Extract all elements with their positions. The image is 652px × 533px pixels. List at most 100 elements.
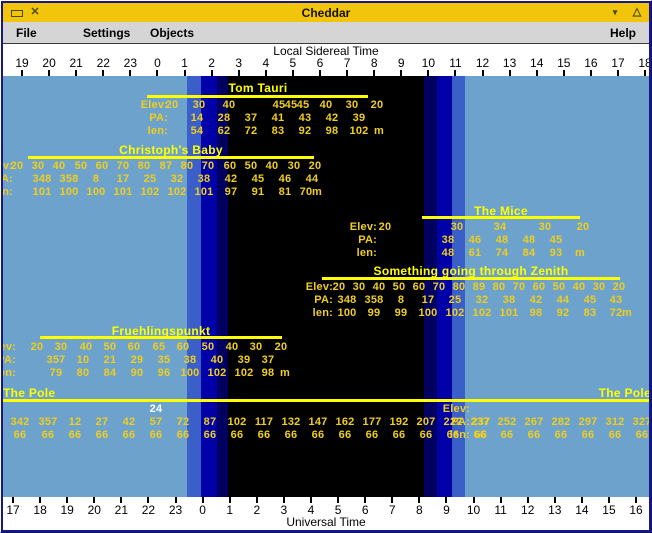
lst-tick-label: 17 (611, 56, 625, 70)
data-value: 80 (137, 160, 151, 172)
data-value: 80 (76, 367, 90, 379)
lst-tick-label: 0 (154, 56, 161, 70)
data-value: 66 (635, 429, 649, 441)
data-value: 66 (581, 429, 595, 441)
window-menu-icon[interactable] (11, 10, 23, 17)
data-value: 17 (421, 294, 435, 306)
shade-icon[interactable]: ▾ (612, 7, 618, 17)
data-value: 132 (281, 416, 301, 428)
data-value: 83 (271, 125, 285, 137)
menu-settings[interactable]: Settings (83, 26, 131, 40)
lst-tick-label: 8 (370, 56, 378, 70)
data-value: 14 (190, 112, 204, 124)
data-value: 50 (244, 160, 258, 172)
data-value: 66 (13, 429, 27, 441)
lst-tick-label: 10 (421, 56, 436, 70)
data-value: 207 (416, 416, 436, 428)
close-x-icon[interactable]: ✕ (30, 6, 40, 18)
data-value: 70 (512, 281, 526, 293)
data-value: 38 (183, 354, 197, 366)
data-value: m (312, 186, 322, 198)
lst-tick-label: 20 (42, 56, 56, 70)
data-value: 312 (605, 416, 625, 428)
lst-tick-label: 9 (397, 56, 405, 70)
data-value: 74 (495, 247, 509, 259)
data-value: 30 (31, 160, 45, 172)
data-value: 72 (244, 125, 258, 137)
data-value: 46 (468, 234, 482, 246)
data-value: 45 (549, 234, 563, 246)
menu-objects[interactable]: Objects (150, 26, 195, 40)
row-label: len: (312, 307, 333, 319)
data-value: 66 (68, 429, 82, 441)
ut-tick-mark (472, 497, 475, 503)
data-value: 30 (192, 99, 206, 111)
row-label: PA: (451, 416, 470, 428)
lst-tick-mark (102, 70, 105, 76)
titlebar[interactable]: ✕ Cheddar ▾ △ (3, 3, 649, 22)
maximize-icon[interactable]: △ (632, 6, 642, 18)
data-value: 93 (549, 247, 563, 259)
data-value: 98 (325, 125, 339, 137)
data-value: 38 (502, 294, 516, 306)
data-value: 66 (365, 429, 379, 441)
data-value: 66 (500, 429, 514, 441)
data-value: 66 (392, 429, 406, 441)
row-label: len: (0, 186, 13, 198)
ut-tick-mark (120, 497, 123, 503)
data-value: 100 (418, 307, 438, 319)
data-value: 42 (122, 416, 136, 428)
data-value: 267 (524, 416, 544, 428)
data-value: 99 (394, 307, 408, 319)
data-value: 20 (308, 160, 322, 172)
object-title: Something going through Zenith (373, 264, 569, 278)
data-value: 48 (495, 234, 509, 246)
data-value: 87 (203, 416, 217, 428)
data-value: 8 (92, 173, 100, 185)
data-value: 327 (632, 416, 652, 428)
data-value: 66 (257, 429, 271, 441)
ut-tick-label: 1 (226, 503, 234, 517)
data-value: 83 (583, 307, 597, 319)
object-title: The Mice (474, 204, 528, 218)
menu-help[interactable]: Help (609, 26, 636, 40)
row-label: len: (449, 429, 470, 441)
data-value: 60 (176, 341, 190, 353)
data-value: 60 (223, 160, 237, 172)
data-value: 20 (274, 341, 288, 353)
data-value: 102 (167, 186, 187, 198)
data-value: 66 (41, 429, 55, 441)
ut-tick-mark (309, 497, 312, 503)
data-value: 45 (272, 99, 286, 111)
menu-file[interactable]: File (16, 26, 37, 40)
row-label: Elev: (305, 281, 333, 293)
data-value: 357 (46, 354, 66, 366)
ut-tick-label: 21 (114, 503, 129, 517)
data-value: 32 (170, 173, 184, 185)
data-value: 70 (432, 281, 446, 293)
data-value: 90 (130, 367, 144, 379)
lst-tick-mark (481, 70, 484, 76)
data-value: 45 (583, 294, 597, 306)
data-value: 27 (95, 416, 109, 428)
data-value: 17 (116, 173, 130, 185)
ut-tick-label: 19 (60, 503, 74, 517)
data-value: 101 (499, 307, 519, 319)
data-value: 40 (52, 160, 66, 172)
lst-tick-label: 16 (584, 56, 598, 70)
twilight-band (228, 76, 424, 497)
lst-tick-label: 22 (96, 56, 110, 70)
data-value: 66 (419, 429, 433, 441)
data-value: 66 (176, 429, 190, 441)
data-value: 72 (176, 416, 190, 428)
ut-tick-label: 9 (443, 503, 450, 517)
data-value: 50 (552, 281, 566, 293)
object-title: The Pole (598, 386, 651, 400)
row-label: Elev: (442, 403, 470, 415)
data-value: 100 (86, 186, 106, 198)
data-value: 66 (284, 429, 298, 441)
lst-tick-mark (237, 70, 240, 76)
data-value: 357 (38, 416, 58, 428)
data-value: 50 (201, 341, 215, 353)
data-value: 100 (59, 186, 79, 198)
